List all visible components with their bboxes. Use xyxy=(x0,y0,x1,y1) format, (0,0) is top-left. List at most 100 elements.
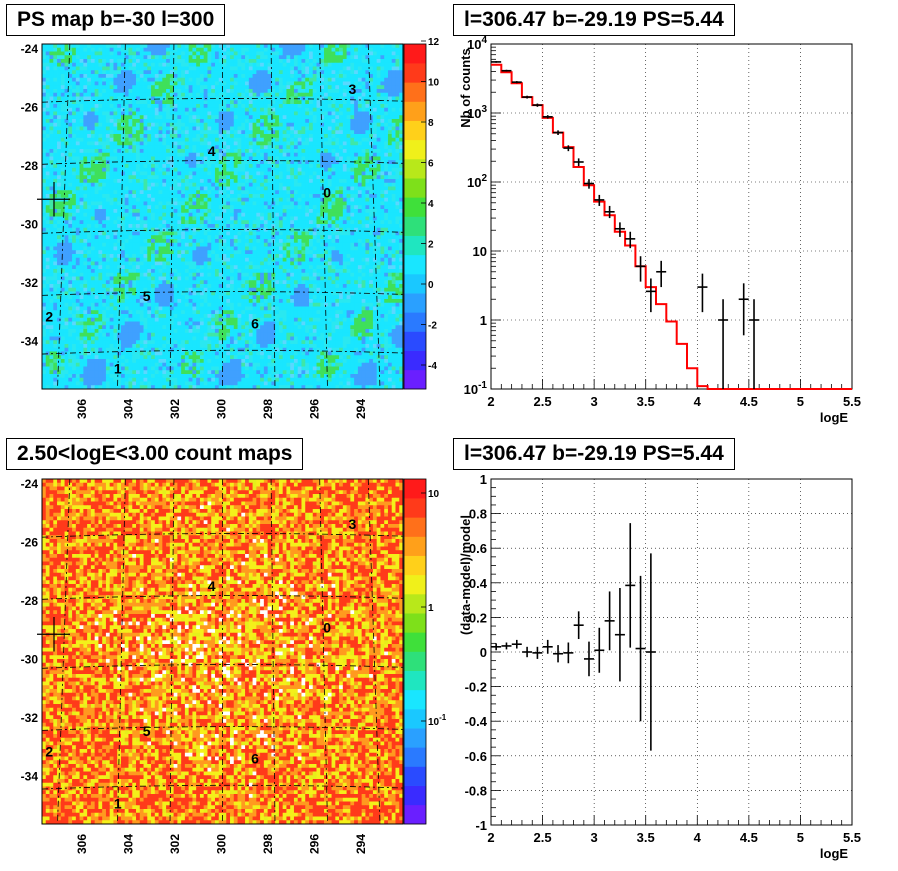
heatmap-cell xyxy=(80,93,84,97)
heatmap-cell xyxy=(159,172,163,176)
heatmap-cell xyxy=(317,149,321,153)
heatmap-cell xyxy=(245,44,249,48)
heatmap-cell xyxy=(155,217,159,221)
heatmap-cell xyxy=(249,55,253,59)
heatmap-cell xyxy=(365,153,369,157)
heatmap-cell xyxy=(46,213,50,217)
heatmap-cell xyxy=(380,74,384,78)
heatmap-cell xyxy=(388,115,392,119)
heatmap-cell xyxy=(181,217,185,221)
heatmap-cell xyxy=(72,115,76,119)
heatmap-cell xyxy=(395,67,399,71)
heatmap-cell xyxy=(253,70,257,74)
heatmap-cell xyxy=(234,130,238,134)
heatmap-cell xyxy=(328,149,332,153)
heatmap-cell xyxy=(395,97,399,101)
heatmap-cell xyxy=(42,55,46,59)
heatmap-cell xyxy=(140,130,144,134)
heatmap-cell xyxy=(309,149,313,153)
heatmap-cell xyxy=(238,115,242,119)
heatmap-cell xyxy=(286,89,290,93)
heatmap-cell xyxy=(91,194,95,198)
heatmap-cell xyxy=(313,183,317,187)
heatmap-cell xyxy=(98,198,102,202)
heatmap-cell xyxy=(230,74,234,78)
heatmap-cell xyxy=(358,164,362,168)
heatmap-cell xyxy=(332,224,336,228)
heatmap-cell xyxy=(215,213,219,217)
heatmap-cell xyxy=(121,179,125,183)
heatmap-cell xyxy=(177,82,181,86)
heatmap-cell xyxy=(125,175,129,179)
heatmap-cell xyxy=(42,52,46,56)
heatmap-cell xyxy=(305,232,309,236)
heatmap-cell xyxy=(207,168,211,172)
heatmap-cell xyxy=(87,235,91,239)
heatmap-cell xyxy=(245,85,249,89)
heatmap-cell xyxy=(343,70,347,74)
heatmap-cell xyxy=(380,213,384,217)
heatmap-cell xyxy=(155,119,159,123)
heatmap-cell xyxy=(264,217,268,221)
heatmap-cell xyxy=(335,93,339,97)
heatmap-cell xyxy=(377,70,381,74)
heatmap-cell xyxy=(354,100,358,104)
heatmap-cell xyxy=(192,187,196,191)
heatmap-cell xyxy=(290,198,294,202)
heatmap-cell xyxy=(211,217,215,221)
heatmap-cell xyxy=(388,44,392,48)
heatmap-cell xyxy=(83,202,87,206)
heatmap-cell xyxy=(174,190,178,194)
heatmap-cell xyxy=(83,194,87,198)
heatmap-cell xyxy=(317,232,321,236)
heatmap-cell xyxy=(102,93,106,97)
heatmap-cell xyxy=(260,70,264,74)
heatmap-cell xyxy=(362,194,366,198)
heatmap-cell xyxy=(377,194,381,198)
heatmap-cell xyxy=(189,108,193,112)
heatmap-cell xyxy=(350,168,354,172)
heatmap-cell xyxy=(192,224,196,228)
heatmap-cell xyxy=(102,209,106,213)
heatmap-cell xyxy=(264,157,268,161)
heatmap-cell xyxy=(98,224,102,228)
heatmap-cell xyxy=(290,104,294,108)
heatmap-cell xyxy=(301,198,305,202)
heatmap-cell xyxy=(189,205,193,209)
heatmap-cell xyxy=(113,138,117,142)
heatmap-cell xyxy=(61,52,65,56)
heatmap-cell xyxy=(264,183,268,187)
heatmap-cell xyxy=(204,89,208,93)
heatmap-cell xyxy=(98,130,102,134)
heatmap-cell xyxy=(106,59,110,63)
heatmap-cell xyxy=(166,55,170,59)
heatmap-cell xyxy=(144,52,148,56)
heatmap-cell xyxy=(362,138,366,142)
heatmap-cell xyxy=(76,138,80,142)
heatmap-cell xyxy=(200,224,204,228)
heatmap-cell xyxy=(189,112,193,116)
heatmap-cell xyxy=(230,89,234,93)
heatmap-cell xyxy=(324,138,328,142)
heatmap-cell xyxy=(301,104,305,108)
heatmap-cell xyxy=(226,78,230,82)
heatmap-cell xyxy=(354,224,358,228)
heatmap-cell xyxy=(268,104,272,108)
heatmap-cell xyxy=(388,63,392,67)
heatmap-cell xyxy=(305,220,309,224)
heatmap-cell xyxy=(253,187,257,191)
heatmap-cell xyxy=(65,157,69,161)
heatmap-cell xyxy=(98,202,102,206)
heatmap-cell xyxy=(335,187,339,191)
heatmap-cell xyxy=(170,145,174,149)
heatmap-cell xyxy=(358,78,362,82)
heatmap-cell xyxy=(95,209,99,213)
heatmap-cell xyxy=(215,183,219,187)
heatmap-cell xyxy=(170,157,174,161)
heatmap-cell xyxy=(260,134,264,138)
heatmap-cell xyxy=(343,115,347,119)
heatmap-cell xyxy=(350,115,354,119)
heatmap-cell xyxy=(369,44,373,48)
heatmap-cell xyxy=(395,202,399,206)
heatmap-cell xyxy=(98,217,102,221)
